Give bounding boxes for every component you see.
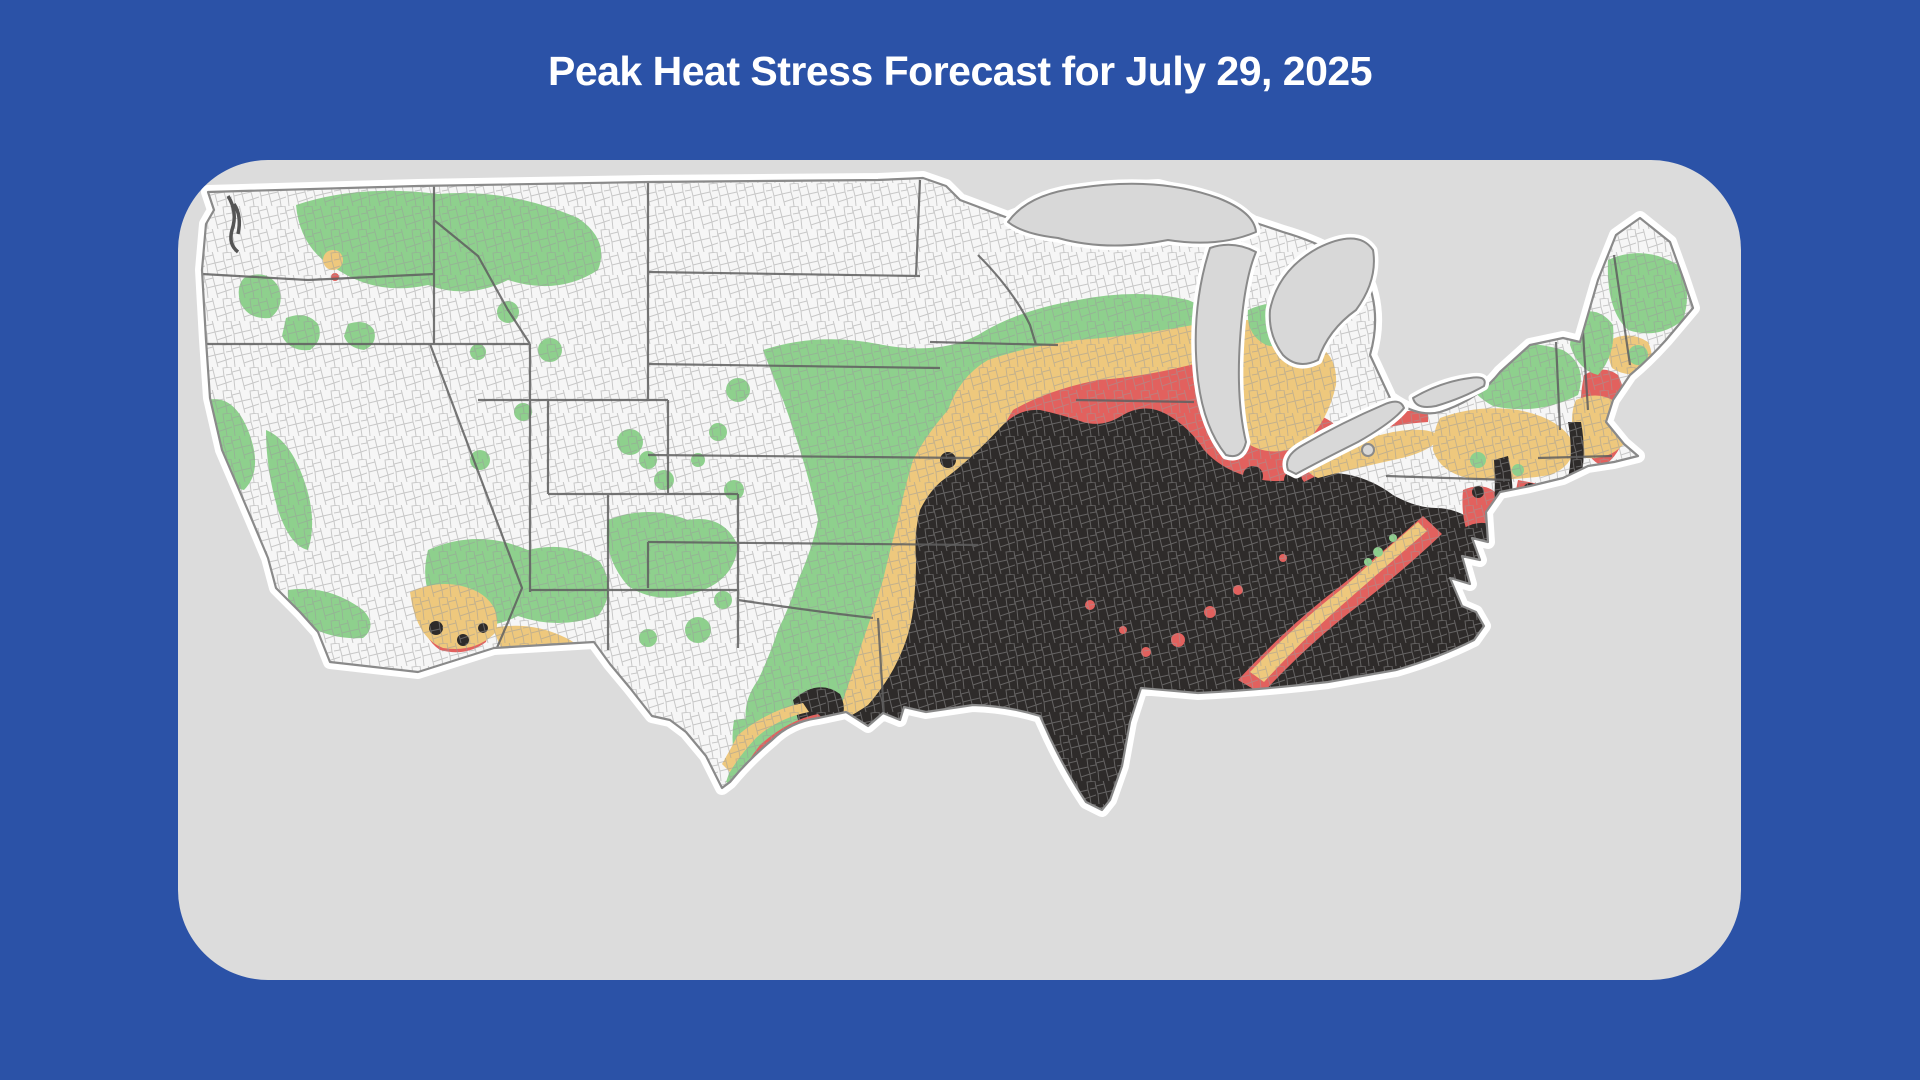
map-card — [178, 160, 1741, 980]
lake-st-clair — [1361, 443, 1375, 457]
lake-erie — [1286, 400, 1405, 475]
state-boundaries — [202, 179, 1632, 717]
great-lakes — [1007, 182, 1486, 475]
page-title: Peak Heat Stress Forecast for July 29, 2… — [547, 48, 1373, 94]
lake-superior — [1007, 182, 1257, 247]
lake-huron — [1268, 237, 1375, 365]
county-boundaries-texture — [202, 178, 1693, 810]
us-heat-stress-map — [178, 160, 1741, 980]
lake-michigan — [1194, 243, 1257, 458]
lake-ontario — [1412, 376, 1486, 408]
puget-sound-inlets — [226, 195, 242, 254]
